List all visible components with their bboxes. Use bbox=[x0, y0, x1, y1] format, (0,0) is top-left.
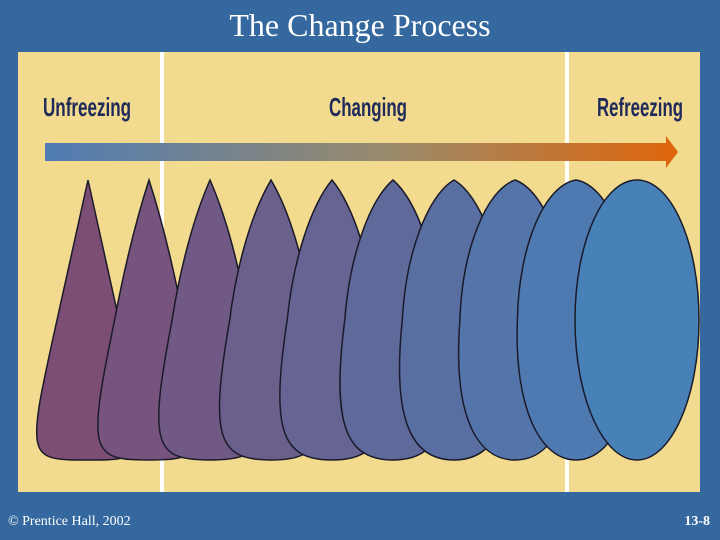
stage-label: Refreezing bbox=[597, 92, 683, 122]
copyright: © Prentice Hall, 2002 bbox=[8, 514, 131, 529]
stage-label: Changing bbox=[329, 92, 407, 122]
shapes bbox=[35, 177, 700, 461]
progress-arrow bbox=[45, 136, 678, 168]
slide-title: The Change Process bbox=[229, 7, 490, 43]
stage-shape bbox=[574, 179, 700, 461]
stage-label: Unfreezing bbox=[43, 92, 131, 122]
page-number: 13-8 bbox=[684, 514, 710, 529]
